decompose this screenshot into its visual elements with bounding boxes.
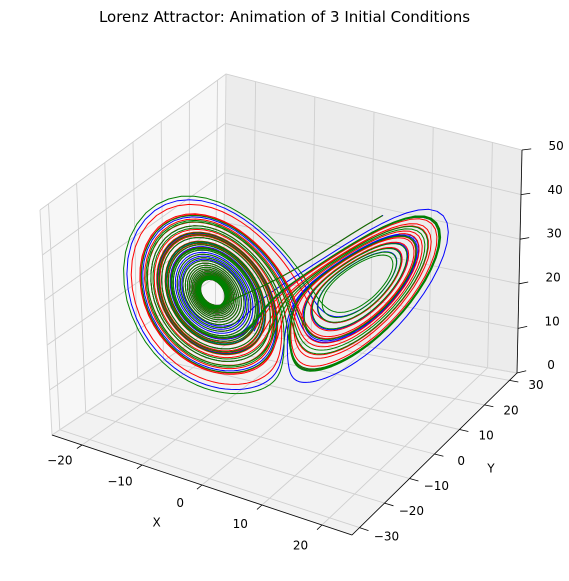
y-tick-label: 10 bbox=[479, 429, 494, 443]
z-tick-label: 20 bbox=[545, 270, 560, 284]
x-tick-label: −10 bbox=[107, 475, 132, 489]
z-tick bbox=[516, 370, 527, 374]
x-tick bbox=[196, 484, 203, 490]
z-tick bbox=[517, 326, 528, 329]
y-tick-label: 30 bbox=[528, 378, 543, 392]
x-tick-label: −20 bbox=[47, 453, 72, 467]
z-tick bbox=[519, 237, 530, 240]
tick-marks bbox=[76, 148, 532, 531]
x-tick-label: 10 bbox=[233, 517, 248, 531]
y-tick bbox=[384, 502, 394, 507]
y-tick-label: −10 bbox=[424, 479, 449, 493]
z-tick-label: 50 bbox=[549, 139, 564, 153]
z-tick bbox=[521, 148, 532, 151]
x-tick bbox=[316, 524, 323, 531]
y-tick bbox=[459, 429, 469, 432]
chart-title: Lorenz Attractor: Animation of 3 Initial… bbox=[98, 8, 471, 26]
x-axis-label: X bbox=[153, 515, 161, 529]
x-tick bbox=[76, 444, 83, 449]
z-tick bbox=[520, 192, 531, 195]
z-tick-label: 0 bbox=[547, 358, 555, 372]
z-tick-label: 40 bbox=[548, 183, 563, 197]
y-tick-label: 20 bbox=[503, 403, 518, 417]
y-tick bbox=[434, 453, 444, 457]
y-tick-label: −20 bbox=[399, 504, 424, 518]
series-line-3 bbox=[123, 195, 442, 395]
series-lines bbox=[123, 195, 449, 395]
y-tick bbox=[359, 527, 369, 531]
y-tick bbox=[509, 379, 519, 383]
z-tick-label: 30 bbox=[546, 227, 561, 241]
y-tick-label: 0 bbox=[457, 454, 465, 468]
x-tick-label: 0 bbox=[176, 496, 184, 510]
floor-pane bbox=[52, 321, 517, 535]
z-tick bbox=[518, 281, 529, 285]
x-tick-label: 20 bbox=[293, 538, 308, 552]
x-tick bbox=[136, 464, 143, 470]
axes-panes bbox=[40, 74, 522, 535]
y-axis-label: Y bbox=[486, 461, 495, 475]
y-tick bbox=[409, 478, 419, 482]
y-tick bbox=[484, 404, 494, 408]
y-tick-label: −30 bbox=[374, 529, 399, 543]
z-tick-label: 10 bbox=[544, 314, 559, 328]
x-tick bbox=[256, 504, 263, 510]
z-axis-line bbox=[516, 149, 523, 374]
